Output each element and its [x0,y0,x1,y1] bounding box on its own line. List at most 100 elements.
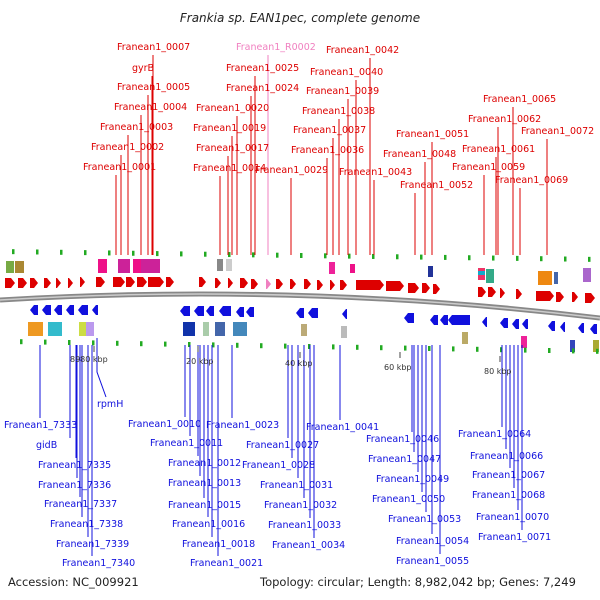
forward-gene-arrow [228,278,233,288]
gene-label-forward: Franean1_0069 [495,175,568,186]
forward-gene-arrow [386,281,404,291]
feature-box [6,261,14,273]
reverse-gene-arrow [194,306,204,316]
reverse-gene-arrow [42,305,51,315]
forward-gene-arrow [290,279,296,289]
forward-gene-arrow [126,277,135,287]
gc-marker [428,346,431,351]
reverse-gene-arrow [30,305,38,315]
gene-label-forward: Franean1_0019 [193,123,266,134]
feature-box [86,322,94,336]
feature-box [183,322,195,336]
gene-label-forward: Franean1_0052 [400,180,473,191]
feature-box [226,259,232,271]
forward-gene-arrow [148,277,164,287]
forward-gene-arrow [240,278,248,288]
feature-box [478,271,485,275]
gene-label-reverse: Franean1_0034 [272,540,345,551]
gene-label-reverse: Franean1_0021 [190,558,263,569]
reverse-gene-arrow [430,315,438,325]
gc-marker [516,255,519,261]
forward-gene-arrow [536,291,554,301]
gene-label-reverse: Franean1_7337 [44,499,117,510]
gene-label-reverse: Franean1_0054 [396,536,469,547]
feature-box [215,322,225,336]
gene-label-reverse: gidB [36,440,57,451]
gene-label-reverse: Franean1_0055 [396,556,469,567]
forward-gene-arrow [30,278,38,288]
gene-callouts: Franean1_0007 gyrB Franean1_0005 Franean1_0… [4,42,594,569]
gc-marker [188,342,191,347]
forward-gene-arrow [488,287,496,297]
reverse-gene-arrow [246,307,254,317]
reverse-gene-arrow [206,306,214,316]
gc-marker [60,249,63,255]
gene-label-reverse: Franean1_0047 [368,454,441,465]
reverse-gene-arrow [500,318,508,328]
gc-marker [348,253,351,259]
gene-label-reverse: Franean1_0016 [172,519,245,530]
feature-box [486,269,494,283]
gc-marker [300,253,303,258]
gc-marker [372,253,375,259]
gene-label-reverse: Franean1_0028 [242,460,315,471]
gene-label-reverse: Franean1_7339 [56,539,129,550]
gene-callout-line [96,338,107,398]
reverse-gene-arrow [440,315,448,325]
gc-marker [44,339,47,345]
gene-label-forward: Franean1_0005 [117,82,190,93]
gc-marker [332,344,335,350]
gc-marker [468,255,471,261]
gene-label-reverse: Franean1_0070 [476,512,549,523]
feature-box [141,259,160,273]
gene-label-forward: Franean1_0029 [255,165,328,176]
forward-gene-arrow [433,284,440,294]
gene-label-reverse: Franean1_0032 [264,500,337,511]
gene-label-forward: Franean1_0061 [462,144,535,155]
gc-marker [572,348,575,354]
forward-gene-arrow [137,277,147,287]
accession-text: Accession: NC_009921 [8,575,139,589]
forward-gene-arrow [304,279,311,289]
feature-box [15,261,24,273]
gc-marker [444,254,447,260]
gc-marker [588,256,591,262]
feature-box [217,259,223,271]
gene-label-reverse: Franean1_7338 [50,519,123,530]
reverse-gene-arrow [92,305,98,315]
gene-label-forward: Franean1_0024 [226,83,299,94]
forward-gene-arrow [330,280,335,290]
gc-marker [132,250,135,256]
gene-label-reverse: Franean1_0012 [168,458,241,469]
forward-gene-arrow [166,277,174,287]
forward-gene-arrow [516,289,522,299]
gene-label-reverse: Franean1_0031 [260,480,333,491]
reverse-gene-arrow [78,305,88,315]
gene-label-reverse: Franean1_0033 [268,520,341,531]
gene-label-reverse: Franean1_7333 [4,420,77,431]
forward-gene-arrow [80,277,85,287]
scale-tick-label: 80 kbp [484,367,512,376]
scale-tick-label: 8980 kbp [70,355,108,364]
reverse-gene-arrow [590,324,597,334]
gene-label-forward: Franean1_0036 [291,145,364,156]
forward-gene-arrow [44,278,51,288]
scale-ticks: 8980 kbp 20 kbp 40 kbp 60 kbp 80 kbp [70,346,512,376]
gene-label-forward: Franean1_0020 [196,103,269,114]
forward-gene-arrow [478,287,486,297]
gc-marker [252,252,255,258]
gene-label-reverse: Franean1_0071 [478,532,551,543]
gene-label-reverse: Franean1_7340 [62,558,135,569]
feature-box [583,268,591,282]
reverse-gene-arrow [54,305,62,315]
gc-marker [180,251,183,257]
forward-gene-arrow [96,277,105,287]
reverse-gene-arrow [180,306,190,316]
reverse-gene-arrow [404,313,414,323]
feature-box [48,322,62,336]
gc-marker [548,348,551,353]
feature-box [133,259,141,273]
reverse-gene-arrow [66,305,74,315]
forward-gene-arrow [215,278,221,288]
forward-gene-arrow [266,279,271,289]
